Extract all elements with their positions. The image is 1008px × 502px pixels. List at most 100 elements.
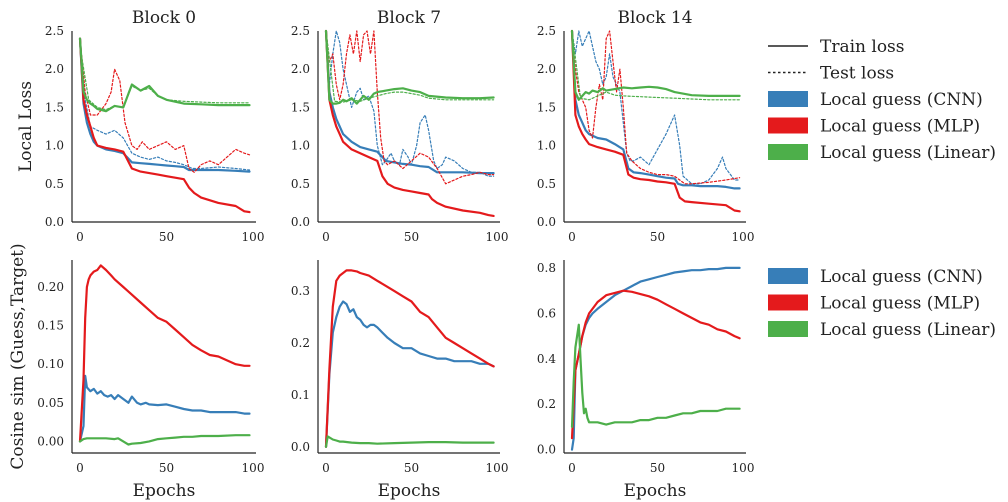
x-axis-label: Epochs: [133, 481, 196, 501]
x-tick-label: 0: [568, 230, 576, 244]
x-tick-label: 0: [76, 230, 84, 244]
y-tick-label: 2.0: [537, 62, 556, 76]
legend-item: Local guess (MLP): [768, 294, 980, 314]
y-tick-label: 0.5: [537, 177, 556, 191]
x-axis-label: Epochs: [624, 481, 687, 501]
panel-1: 0.0 0.5 1.0 1.5 2.0 2.5 0 50 100 Block 7: [291, 8, 509, 244]
legend-label: Local guess (CNN): [820, 267, 983, 287]
y-tick-label: 0.0: [45, 215, 64, 229]
x-tick-label: 50: [404, 461, 419, 475]
series-line-2: [324, 29, 495, 217]
series-line-5: [79, 45, 251, 111]
x-tick-label: 100: [486, 461, 509, 475]
y-tick-label: 2.5: [45, 24, 64, 38]
y-tick-label: 2.0: [45, 62, 64, 76]
panel-5: 0.0 0.2 0.4 0.6 0.8 0 50 100 Epochs: [537, 260, 755, 501]
legend-item: Local guess (MLP): [768, 117, 980, 137]
legend-label: Local guess (Linear): [820, 143, 996, 163]
panel-2: 0.0 0.5 1.0 1.5 2.0 2.5 0 50 100 Block 14: [537, 8, 755, 244]
series-line-1: [78, 264, 251, 443]
legend-label: Local guess (MLP): [820, 117, 980, 137]
panel-0: 0.0 0.5 1.0 1.5 2.0 2.5 0 50 100 Block 0 Local Los…: [16, 8, 264, 244]
y-tick-label: 0.2: [291, 336, 310, 350]
series-line-3: [571, 30, 741, 185]
y-tick-label: 0.2: [537, 397, 556, 411]
y-tick-label: 0.10: [37, 357, 64, 371]
series-line-5: [325, 30, 495, 103]
panels: 0.0 0.5 1.0 1.5 2.0 2.5 0 50 100 Block 0 Local Los…: [8, 8, 754, 501]
series-line-4: [324, 29, 495, 105]
panel-title: Block 0: [132, 8, 196, 28]
series-line-4: [78, 37, 251, 113]
y-tick-label: 2.5: [537, 24, 556, 38]
x-tick-label: 100: [732, 230, 755, 244]
y-tick-label: 0.15: [37, 319, 64, 333]
legend-swatch: [768, 321, 808, 337]
y-tick-label: 0.1: [291, 388, 310, 402]
series-line-1: [570, 289, 741, 440]
x-tick-label: 0: [76, 461, 84, 475]
series-line-4: [570, 29, 741, 101]
x-tick-label: 100: [732, 461, 755, 475]
series-line-0: [570, 29, 741, 190]
series-line-2: [78, 434, 251, 446]
x-axis-label: Epochs: [378, 481, 441, 501]
y-tick-label: 2.5: [291, 24, 310, 38]
y-axis-label: Local Loss: [16, 81, 36, 172]
series-line-5: [571, 30, 741, 101]
legend-bottom: Local guess (CNN) Local guess (MLP) Local …: [768, 267, 996, 340]
panel-4: 0.0 0.1 0.2 0.3 0 50 100 Epochs: [291, 260, 509, 501]
y-tick-label: 0.05: [37, 396, 64, 410]
panel-title: Block 7: [377, 8, 441, 28]
series-line-1: [79, 45, 251, 171]
y-tick-label: 0.0: [291, 215, 310, 229]
x-tick-label: 0: [322, 461, 330, 475]
legend-swatch: [768, 294, 808, 311]
legend-top: Train loss Test loss Local guess (CNN) Loca…: [768, 37, 996, 163]
legend-label: Train loss: [820, 37, 905, 57]
x-tick-label: 0: [568, 461, 576, 475]
legend-swatch: [768, 268, 808, 284]
y-tick-label: 1.5: [291, 100, 310, 114]
y-tick-label: 2.0: [291, 62, 310, 76]
y-tick-label: 1.5: [537, 100, 556, 114]
series-line-1: [325, 30, 495, 177]
x-tick-label: 50: [650, 230, 665, 244]
x-tick-label: 50: [404, 230, 419, 244]
y-tick-label: 0.4: [537, 352, 556, 366]
legend-item: Local guess (CNN): [768, 267, 983, 287]
y-tick-label: 1.5: [45, 100, 64, 114]
y-tick-label: 1.0: [45, 139, 64, 153]
panel-title: Block 14: [617, 8, 692, 28]
y-tick-label: 0.5: [291, 177, 310, 191]
x-tick-label: 100: [486, 230, 509, 244]
series-line-1: [571, 30, 741, 185]
x-tick-label: 100: [242, 461, 265, 475]
series-line-1: [324, 269, 495, 448]
y-tick-label: 0.20: [37, 280, 64, 294]
x-tick-label: 50: [159, 230, 174, 244]
legend-swatch: [768, 117, 808, 134]
y-tick-label: 0.5: [45, 177, 64, 191]
legend-item: Train loss: [768, 37, 905, 57]
y-tick-label: 1.0: [291, 139, 310, 153]
series-line-0: [324, 300, 495, 448]
legend-label: Local guess (MLP): [820, 294, 980, 314]
legend-swatch: [768, 144, 808, 160]
legend-label: Local guess (CNN): [820, 90, 983, 110]
series-line-2: [324, 435, 495, 448]
y-tick-label: 0.0: [291, 440, 310, 454]
x-tick-label: 100: [242, 230, 265, 244]
legend-item: Local guess (Linear): [768, 320, 996, 340]
y-tick-label: 1.0: [537, 139, 556, 153]
y-tick-label: 0.6: [537, 306, 556, 320]
y-axis-label: Cosine sim (Guess,Target): [8, 243, 28, 469]
series-line-3: [325, 30, 495, 185]
y-tick-label: 0.8: [537, 261, 556, 275]
legend-label: Test loss: [820, 64, 894, 84]
y-tick-label: 0.0: [537, 443, 556, 457]
series-line-2: [570, 29, 741, 213]
panel-3: 0.00 0.05 0.10 0.15 0.20 0 50 100 Epochs Cosine s…: [8, 243, 264, 501]
y-tick-label: 0.0: [537, 215, 556, 229]
series-line-0: [78, 374, 251, 443]
